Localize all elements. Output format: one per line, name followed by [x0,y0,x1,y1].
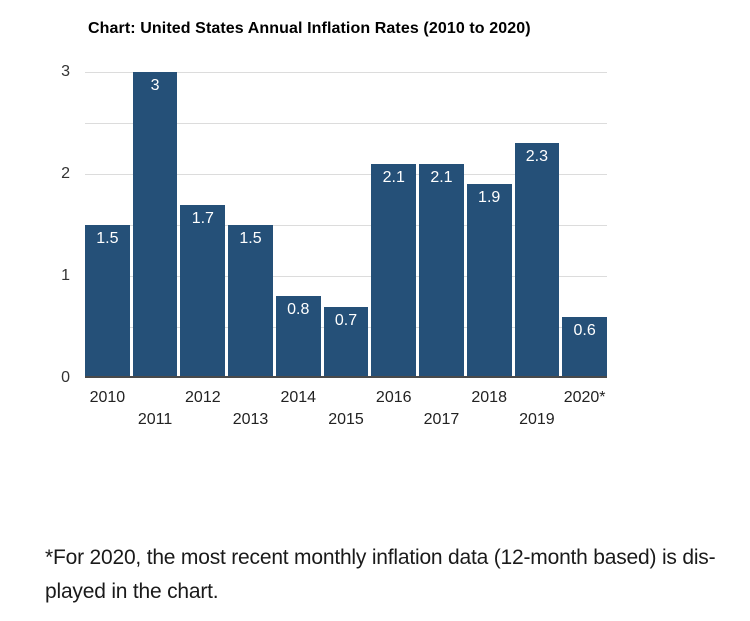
bar-2012: 1.7 [180,204,226,378]
bar-2013: 1.5 [228,225,273,378]
x-tick-label-2015: 2015 [328,411,364,428]
bar-value-label-2010: 1.5 [96,230,119,247]
gridline-3 [85,72,607,73]
bar-value-label-2020*: 0.6 [573,321,596,339]
bar-value-label-2015: 0.7 [334,311,358,329]
gridline-1.5 [85,225,607,226]
bar-2020*: 0.6 [562,316,607,378]
chart-footnote: *For 2020, the most recent monthly infla… [45,541,735,609]
x-tick-label-2020*: 2020* [563,389,606,406]
bar-chart-plot-area: 1.5 3 1.7 1.5 0.8 0.7 2.1 2.1 1.9 2.3 0.6 [85,72,607,378]
x-tick-label-2013: 2013 [232,411,269,428]
bar-value-label-2011: 3 [150,77,160,94]
bar-value-label-2018: 1.9 [478,189,501,207]
bar-value-label-2017: 2.1 [430,168,453,186]
footnote-line-2: played in the chart. [45,580,219,603]
bar-2018: 1.9 [466,184,512,378]
bar-2010: 1.5 [85,225,130,378]
x-tick-label-2018: 2018 [471,389,507,406]
x-tick-label-2019: 2019 [519,411,555,428]
x-tick-label-2016: 2016 [375,389,412,406]
bar-value-label-2012: 1.7 [191,209,214,227]
gridline-2.5 [85,123,607,124]
y-tick-label-0: 0 [61,369,70,386]
bar-2014: 0.8 [275,296,321,378]
bar-value-label-2016: 2.1 [382,168,405,186]
bar-2015: 0.7 [323,306,369,378]
x-tick-label-2012: 2012 [185,389,221,406]
bar-value-label-2014: 0.8 [287,301,310,319]
footnote-line-1: *For 2020, the most recent monthly infla… [45,546,716,569]
gridline-2 [85,174,607,175]
y-tick-label-2: 2 [61,165,70,182]
bar-2019: 2.3 [514,143,560,378]
bar-value-label-2019: 2.3 [525,148,549,166]
y-tick-label-1: 1 [61,267,70,284]
x-axis-line [85,376,607,378]
bar-value-label-2013: 1.5 [239,230,262,247]
x-tick-label-2010: 2010 [89,389,126,406]
bar-2017: 2.1 [419,163,464,378]
x-tick-label-2011: 2011 [137,411,173,428]
bar-2011: 3 [132,72,178,378]
x-tick-label-2017: 2017 [423,411,460,428]
chart-title: Chart: United States Annual Inflation Ra… [88,20,531,37]
x-tick-label-2014: 2014 [280,389,317,406]
bar-2016: 2.1 [371,163,417,378]
gridline-1 [85,276,607,277]
y-tick-label-3: 3 [61,63,70,80]
